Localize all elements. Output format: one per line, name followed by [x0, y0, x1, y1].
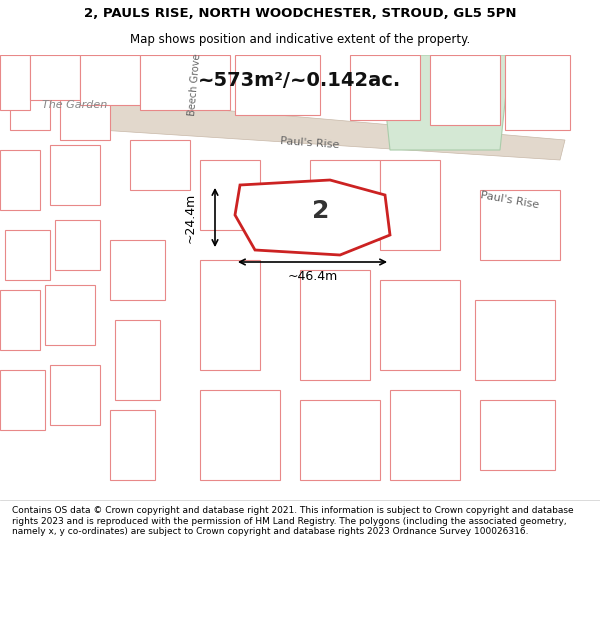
Text: 2: 2: [312, 199, 329, 223]
Polygon shape: [50, 365, 100, 425]
Polygon shape: [80, 55, 140, 105]
Polygon shape: [110, 410, 155, 480]
Polygon shape: [50, 145, 100, 205]
Polygon shape: [200, 160, 260, 230]
Polygon shape: [235, 55, 320, 115]
Polygon shape: [130, 140, 190, 190]
Polygon shape: [380, 160, 440, 250]
Polygon shape: [300, 270, 370, 380]
Polygon shape: [185, 55, 215, 110]
Polygon shape: [475, 300, 555, 380]
Polygon shape: [60, 80, 110, 140]
Polygon shape: [55, 220, 100, 270]
Polygon shape: [480, 190, 560, 260]
Polygon shape: [380, 280, 460, 370]
Polygon shape: [505, 55, 570, 130]
Polygon shape: [380, 55, 510, 150]
Text: 2, PAULS RISE, NORTH WOODCHESTER, STROUD, GL5 5PN: 2, PAULS RISE, NORTH WOODCHESTER, STROUD…: [84, 8, 516, 20]
Polygon shape: [350, 55, 420, 120]
Text: ~46.4m: ~46.4m: [287, 269, 338, 282]
Polygon shape: [200, 260, 260, 370]
Polygon shape: [0, 55, 30, 110]
Polygon shape: [0, 370, 45, 430]
Text: Map shows position and indicative extent of the property.: Map shows position and indicative extent…: [130, 33, 470, 46]
Polygon shape: [300, 400, 380, 480]
Text: The Garden: The Garden: [43, 100, 107, 110]
Polygon shape: [310, 160, 380, 240]
Polygon shape: [480, 400, 555, 470]
Polygon shape: [390, 390, 460, 480]
Text: Paul's Rise: Paul's Rise: [280, 136, 340, 150]
Text: ~573m²/~0.142ac.: ~573m²/~0.142ac.: [199, 71, 401, 89]
Text: Beech Grove: Beech Grove: [187, 54, 203, 116]
Polygon shape: [5, 230, 50, 280]
Polygon shape: [0, 150, 40, 210]
Text: Paul's Rise: Paul's Rise: [480, 190, 540, 210]
Text: ~24.4m: ~24.4m: [184, 192, 197, 242]
Polygon shape: [200, 390, 280, 480]
Polygon shape: [10, 80, 50, 130]
Text: Contains OS data © Crown copyright and database right 2021. This information is : Contains OS data © Crown copyright and d…: [12, 506, 574, 536]
Polygon shape: [115, 320, 160, 400]
Polygon shape: [430, 55, 500, 125]
Polygon shape: [45, 285, 95, 345]
Polygon shape: [0, 290, 40, 350]
Polygon shape: [110, 240, 165, 300]
Polygon shape: [235, 180, 390, 255]
Polygon shape: [30, 55, 80, 100]
Polygon shape: [100, 100, 565, 160]
Polygon shape: [140, 55, 230, 110]
